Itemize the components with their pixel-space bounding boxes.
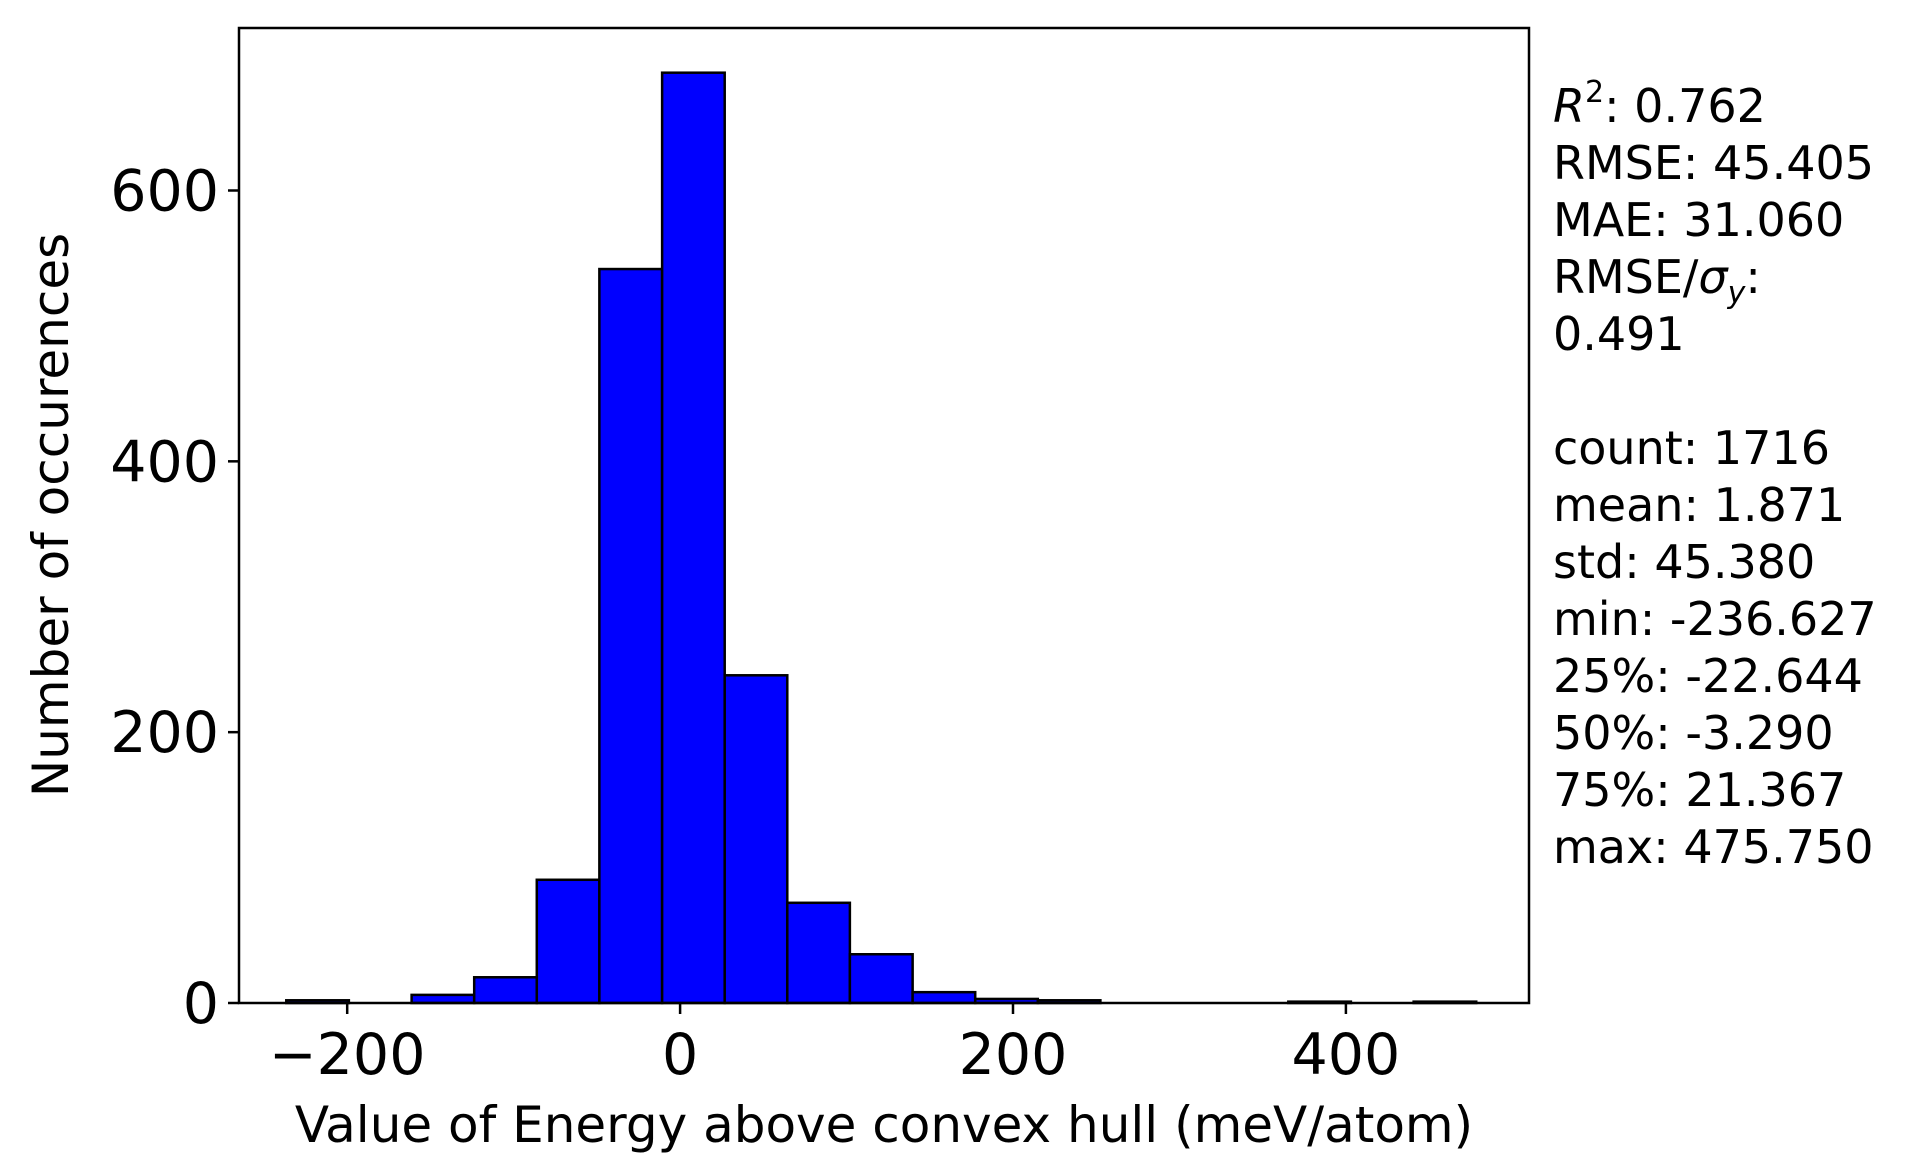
sigma-symbol: σ: [1698, 250, 1728, 304]
r2-superscript: 2: [1584, 75, 1605, 110]
histogram-bar: [911, 990, 977, 1005]
p75-stat: 75%: 21.367: [1553, 763, 1847, 817]
rmse-stat: RMSE: 45.405: [1553, 136, 1874, 190]
y-tick-label: 200: [110, 700, 219, 766]
p50-stat: 50%: -3.290: [1553, 706, 1834, 760]
std-stat: std: 45.380: [1553, 535, 1816, 589]
x-tick-label: 0: [662, 1022, 698, 1088]
r2-symbol: R: [1553, 79, 1585, 133]
histogram-bar: [535, 878, 601, 1005]
histogram-bar: [660, 71, 726, 1005]
y-tick-label: 600: [110, 159, 219, 225]
y-tick-label: 400: [110, 429, 219, 495]
histogram-bar: [848, 953, 914, 1005]
axis-ticks: −200 0 200 400 0 200 400 600: [110, 159, 1400, 1089]
max-stat: max: 475.750: [1553, 820, 1874, 874]
r2-value: : 0.762: [1604, 79, 1766, 133]
x-tick-label: 400: [1292, 1022, 1401, 1088]
histogram-bar: [723, 674, 789, 1005]
rmse-sigma-colon: :: [1745, 250, 1761, 304]
rmse-sigma-value: 0.491: [1553, 307, 1685, 361]
histogram-bars: [285, 71, 1478, 1005]
count-stat: count: 1716: [1553, 421, 1830, 475]
p25-stat: 25%: -22.644: [1553, 649, 1863, 703]
r2-stat: R2: 0.762: [1553, 78, 1923, 135]
x-tick-label: −200: [269, 1022, 426, 1088]
stats-spacer: [1553, 363, 1923, 420]
mean-stat: mean: 1.871: [1553, 478, 1846, 532]
mae-stat: MAE: 31.060: [1553, 193, 1845, 247]
histogram-bar: [472, 976, 539, 1005]
y-axis-label: Number of occurences: [22, 233, 80, 797]
y-tick-label: 0: [183, 971, 219, 1037]
x-tick-label: 200: [959, 1022, 1068, 1088]
sigma-subscript: y: [1727, 276, 1746, 311]
x-axis-label: Value of Energy above convex hull (meV/a…: [295, 1096, 1473, 1154]
min-stat: min: -236.627: [1553, 592, 1877, 646]
histogram-bar: [786, 901, 852, 1005]
rmse-sigma-stat: RMSE/σy:: [1553, 249, 1923, 309]
rmse-sigma-label: RMSE/: [1553, 250, 1699, 304]
plot-frame: [237, 26, 1531, 1005]
histogram-bar: [598, 267, 664, 1005]
statistics-panel: R2: 0.762 RMSE: 45.405 MAE: 31.060 RMSE/…: [1553, 78, 1923, 876]
